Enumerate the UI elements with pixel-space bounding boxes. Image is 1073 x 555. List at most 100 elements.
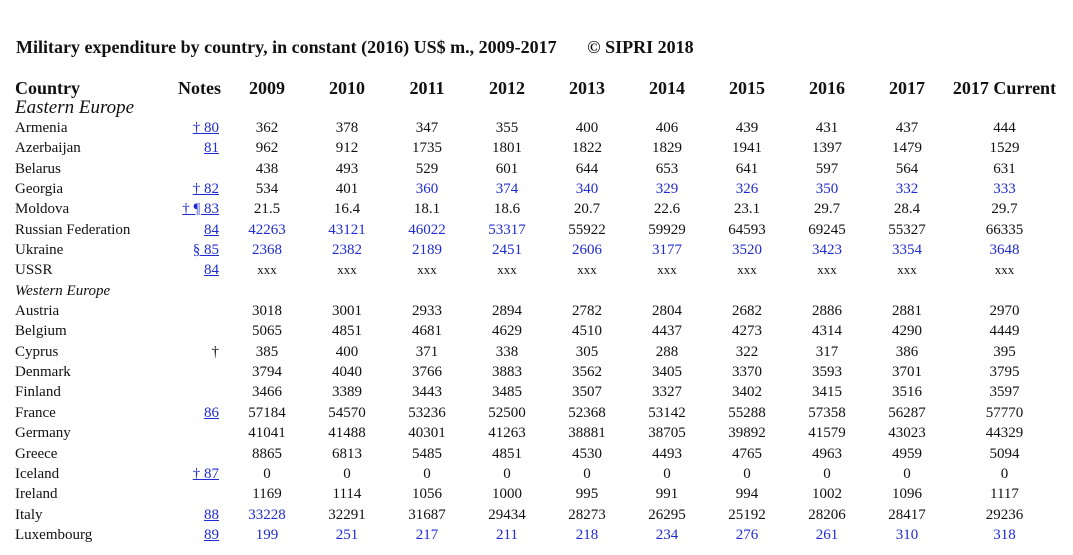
value-cell: 41579: [808, 425, 846, 442]
note-link[interactable]: † ¶ 83: [182, 201, 219, 218]
value-cell: 2886: [812, 303, 842, 320]
table-row: Georgia † 82 534 401 360 374 340 329 326 350 332 33…: [12, 179, 1062, 199]
note-link[interactable]: † 82: [192, 181, 219, 198]
value-cell: 41263: [488, 425, 526, 442]
note-link[interactable]: 84: [204, 221, 219, 238]
expenditure-table: Country Notes 2009 2010 2011 2012 2013 2…: [12, 78, 1062, 545]
value-cell: 3520: [732, 242, 762, 259]
value-cell: 350: [815, 181, 839, 198]
country-name: Luxembourg: [15, 526, 93, 543]
value-cell: 29.7: [991, 201, 1018, 218]
value-cell: 0: [423, 465, 431, 482]
value-cell: 41488: [328, 425, 366, 442]
value-cell: 991: [655, 486, 679, 503]
value-cell: 1479: [892, 140, 922, 157]
notes-cell: [172, 301, 227, 321]
value-cell: 38881: [568, 425, 606, 442]
notes-cell: †: [172, 342, 227, 362]
value-cell: 338: [495, 343, 519, 360]
note-link[interactable]: 86: [204, 404, 219, 421]
value-cell: 4493: [652, 445, 682, 462]
value-cell: 0: [663, 465, 671, 482]
value-cell: 347: [415, 120, 439, 136]
value-cell: 4851: [492, 445, 522, 462]
notes-cell: [172, 382, 227, 402]
value-cell: 2606: [572, 242, 602, 259]
value-cell: 2933: [412, 303, 442, 320]
country-name: Iceland: [15, 465, 60, 482]
value-cell: 64593: [728, 221, 766, 238]
country-name: Ukraine: [15, 242, 64, 259]
value-cell: 3389: [332, 384, 362, 401]
country-name: Georgia: [15, 181, 64, 198]
header-notes: Notes: [178, 78, 221, 98]
section-label: Western Europe: [15, 282, 111, 299]
note-link[interactable]: † 87: [192, 465, 219, 482]
header-2016: 2016: [809, 78, 845, 98]
value-cell: 3507: [572, 384, 602, 401]
value-cell: 5065: [252, 323, 282, 340]
note-link[interactable]: § 85: [192, 242, 219, 259]
table-row: Armenia † 80 362 378 347 355 400 406 439 431 437 44…: [12, 118, 1062, 138]
value-cell: 18.1: [413, 201, 441, 218]
notes-cell: † 80: [172, 118, 227, 138]
value-cell: 56287: [888, 404, 926, 421]
value-cell: 329: [655, 181, 679, 198]
value-cell: xxx: [994, 262, 1015, 278]
value-cell: xxx: [657, 262, 677, 278]
country-name: Russian Federation: [15, 221, 131, 238]
country-name: Denmark: [15, 364, 71, 381]
value-cell: 0: [823, 465, 831, 482]
note-link[interactable]: 81: [204, 140, 219, 157]
value-cell: 218: [575, 526, 599, 543]
notes-cell: [172, 321, 227, 341]
value-cell: 2189: [412, 242, 442, 259]
page-title: Military expenditure by country, in cons…: [16, 37, 694, 58]
header-2017-current: 2017 Current: [952, 78, 1057, 98]
value-cell: 276: [735, 526, 759, 543]
value-cell: 3485: [492, 384, 522, 401]
value-cell: xxx: [577, 262, 597, 278]
value-cell: 5094: [989, 445, 1020, 462]
country-name: Moldova: [15, 201, 70, 218]
value-cell: 3423: [812, 242, 842, 259]
value-cell: 55327: [888, 221, 926, 238]
value-cell: 601: [495, 160, 519, 177]
value-cell: 3018: [252, 303, 282, 320]
value-cell: 32291: [328, 506, 366, 523]
notes-cell: [172, 444, 227, 464]
value-cell: 2451: [492, 242, 522, 259]
value-cell: 310: [895, 526, 919, 543]
table-row: Ukraine § 85 2368 2382 2189 2451 2606 3177 3520 3…: [12, 240, 1062, 260]
value-cell: 39892: [728, 425, 766, 442]
value-cell: 439: [735, 120, 759, 136]
value-cell: 1000: [492, 486, 522, 503]
note-link[interactable]: † 80: [192, 120, 219, 136]
value-cell: 6813: [332, 445, 362, 462]
country-name: Finland: [15, 384, 61, 401]
value-cell: 217: [415, 526, 439, 543]
country-name: Ireland: [15, 486, 58, 503]
country-name: Cyprus: [15, 343, 59, 360]
value-cell: 4530: [572, 445, 602, 462]
value-cell: 43023: [888, 425, 926, 442]
value-cell: 4314: [812, 323, 842, 340]
value-cell: 631: [993, 160, 1016, 177]
value-cell: 3327: [652, 384, 682, 401]
value-cell: 962: [255, 140, 279, 157]
table-body: Eastern Europe Armenia † 80 362 378 347 355 400…: [12, 98, 1062, 545]
value-cell: 4629: [492, 323, 522, 340]
value-cell: 38705: [648, 425, 686, 442]
value-cell: 26295: [648, 506, 686, 523]
note-link[interactable]: 89: [204, 526, 219, 543]
header-2011: 2011: [409, 78, 445, 98]
value-cell: 385: [255, 343, 279, 360]
value-cell: 0: [263, 465, 271, 482]
section-row: Eastern Europe: [12, 98, 1062, 118]
value-cell: 2682: [732, 303, 762, 320]
note-link[interactable]: 84: [204, 262, 219, 279]
note-link[interactable]: 88: [204, 506, 219, 523]
value-cell: 340: [575, 181, 599, 198]
table-row: France 86 57184 54570 53236 52500 52368 53142 55…: [12, 403, 1062, 423]
section-row: Western Europe: [12, 281, 1062, 301]
